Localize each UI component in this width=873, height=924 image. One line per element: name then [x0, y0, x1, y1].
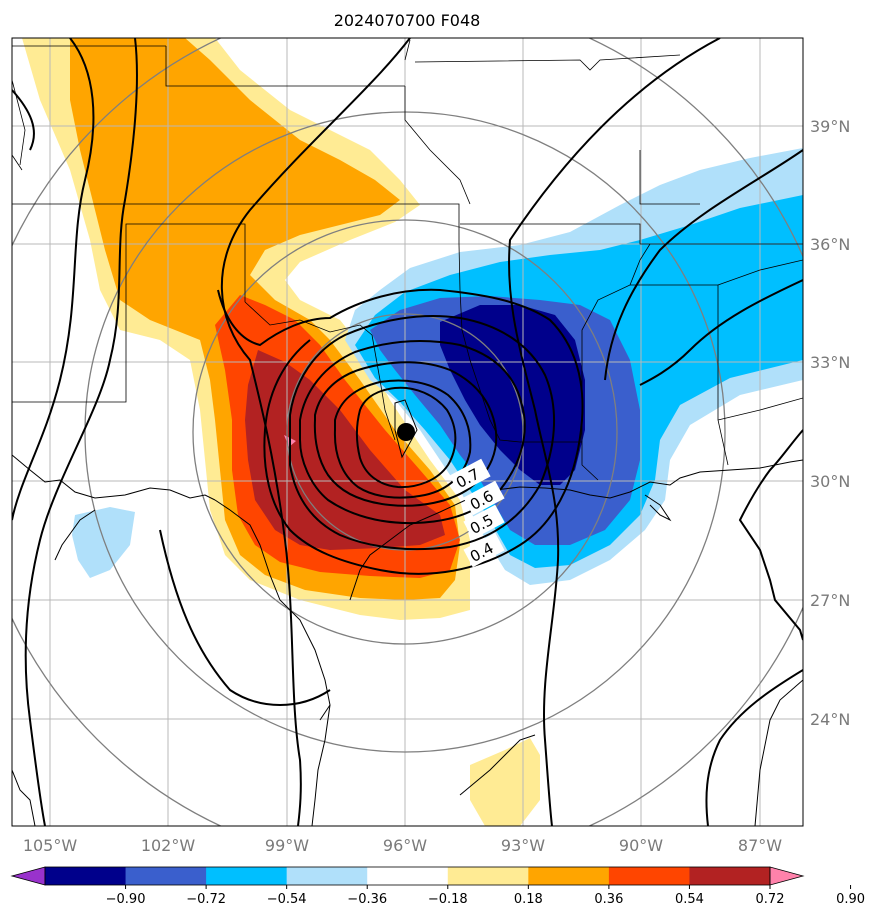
lon-label: 105°W [23, 836, 78, 855]
lat-label: 39°N [810, 117, 850, 136]
colorbar-segment [367, 867, 449, 885]
colorbar-segment [45, 867, 127, 885]
storm-center-marker [397, 423, 415, 441]
map-area: 0.7 0.6 0.5 0.4 [12, 38, 803, 826]
colorbar-segment [286, 867, 368, 885]
lon-label: 102°W [141, 836, 196, 855]
colorbar-tick-label: 0.54 [675, 892, 704, 907]
colorbar-segment [608, 867, 690, 885]
lon-label: 96°W [383, 836, 427, 855]
colorbar-tick-label: 0.72 [756, 892, 785, 907]
lon-label: 87°W [738, 836, 782, 855]
colorbar-segment [447, 867, 529, 885]
colorbar-tick-label: −0.72 [186, 892, 226, 907]
contour-lines [12, 38, 803, 826]
latitude-labels: 39°N 36°N 33°N 30°N 27°N 24°N [810, 117, 850, 729]
colorbar-tick-label: −0.90 [106, 892, 146, 907]
colorbar: −0.90 −0.72 −0.54 −0.36 −0.18 0.18 0.36 0.54 0.7… [10, 866, 865, 907]
lon-label: 99°W [265, 836, 309, 855]
graticule [12, 38, 803, 826]
colorbar-tick-label: −0.18 [428, 892, 468, 907]
map-frame [11, 37, 804, 827]
lon-label: 93°W [501, 836, 545, 855]
colorbar-segment [206, 867, 288, 885]
lat-label: 30°N [810, 472, 850, 491]
colorbar-segment [689, 867, 771, 885]
colorbar-segment [125, 867, 207, 885]
map-title: 2024070700 F048 [334, 11, 481, 30]
colorbar-max-extension [769, 866, 805, 886]
colorbar-tick-label: 0.18 [514, 892, 543, 907]
colorbar-tick-label: −0.54 [267, 892, 307, 907]
colorbar-tick-label: 0.36 [594, 892, 623, 907]
colorbar-tick-label: −0.36 [347, 892, 387, 907]
colorbar-tick-label: 0.90 [836, 892, 865, 907]
lon-label: 90°W [619, 836, 663, 855]
lat-label: 24°N [810, 710, 850, 729]
coastline [12, 399, 803, 826]
lat-label: 33°N [810, 353, 850, 372]
gulf-blue-patch [72, 507, 135, 578]
lat-label: 27°N [810, 591, 850, 610]
colorbar-segment [528, 867, 610, 885]
colorbar-min-extension [10, 866, 46, 886]
lat-label: 36°N [810, 235, 850, 254]
longitude-labels: 105°W 102°W 99°W 96°W 93°W 90°W 87°W [23, 836, 782, 855]
